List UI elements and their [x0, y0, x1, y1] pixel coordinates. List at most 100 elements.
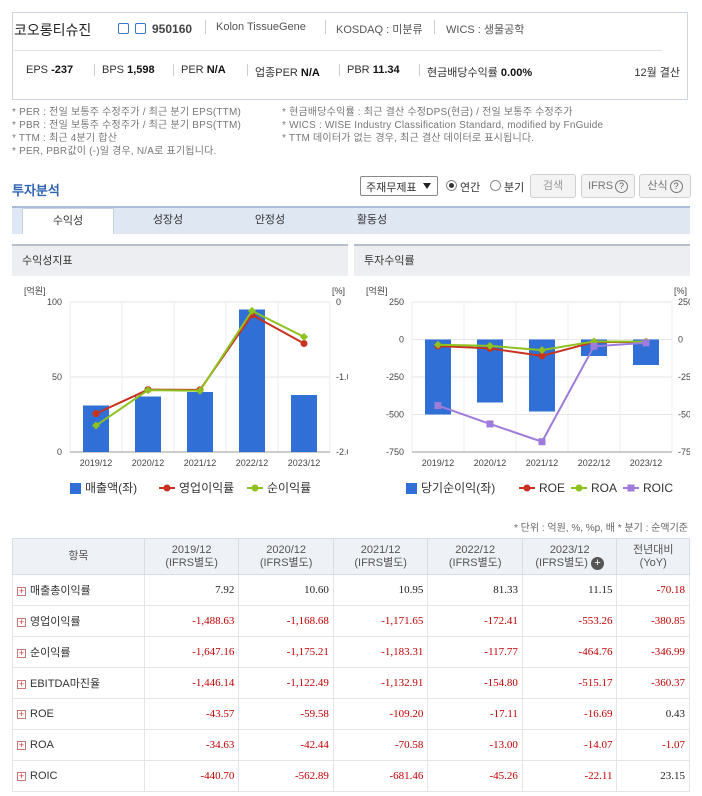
table-cell: -45.26 — [427, 760, 523, 792]
legend-marker — [523, 484, 531, 492]
header-line: (YoY) — [639, 556, 667, 569]
divider — [434, 20, 435, 34]
table-cell: -553.26 — [521, 605, 618, 637]
table-cell: 11.15 — [521, 574, 618, 606]
bar — [187, 392, 213, 452]
metric-value: 11.34 — [372, 64, 400, 76]
x-tick-label: 2021/12 — [184, 458, 217, 468]
table-cell: -13.00 — [427, 729, 523, 761]
panel-title-return: 투자수익률 — [354, 244, 690, 276]
table-cell: -34.63 — [143, 729, 240, 761]
expand-icon[interactable]: + — [17, 647, 26, 658]
table-row: + 순이익률 -1,647.16 -1,175.21 -1,183.31 -117.77-… — [12, 636, 690, 668]
table-row: + 영업이익률 -1,488.63 -1,168.68 -1,171.65 -172.41… — [12, 605, 690, 637]
annual-radio-label[interactable]: 연간 — [460, 182, 481, 194]
annual-radio[interactable] — [446, 180, 457, 191]
tab-growth[interactable]: 성장성 — [152, 214, 184, 226]
x-tick-label: 2023/12 — [288, 458, 321, 468]
metric-label: PER — [181, 64, 204, 76]
wics-label: WICS : 생물공학 — [446, 24, 525, 36]
table-cell: -515.17 — [521, 667, 618, 699]
metric-value: 0.00% — [500, 67, 533, 79]
row-label: ROE — [30, 708, 54, 720]
help-icon: ? — [669, 180, 683, 193]
section-title: 투자분석 — [12, 183, 60, 198]
x-tick-label: 2020/12 — [132, 458, 165, 468]
ir-icon[interactable] — [135, 23, 146, 34]
table-unit-note: * 단위 : 억원, %, %p, 배 * 분기 : 순액기준 — [513, 523, 688, 534]
header-line: (IFRS별도) — [259, 556, 313, 569]
formula-help-button[interactable]: 산식? — [639, 174, 691, 198]
expand-icon[interactable]: + — [17, 616, 26, 627]
right-tick-label: -250 — [678, 372, 690, 382]
expand-icon[interactable]: + — [17, 678, 26, 689]
table-cell: -1,488.63 — [143, 605, 240, 637]
row-label: 매출총이익률 — [30, 585, 91, 597]
metric-divider — [173, 64, 174, 76]
metric-value: N/A — [300, 67, 320, 79]
expand-icon[interactable]: + — [17, 708, 26, 719]
metric-label: 업종PER — [255, 67, 298, 79]
table-cell: -1,446.14 — [143, 667, 240, 699]
legend-swatch — [70, 483, 81, 494]
table-cell: -1,175.21 — [238, 636, 334, 668]
left-tick-label: 0 — [399, 335, 404, 345]
legend-label: ROE — [539, 481, 565, 495]
x-tick-label: 2022/12 — [578, 458, 611, 468]
quarter-radio[interactable] — [490, 180, 501, 191]
tab-profitability[interactable]: 수익성 — [22, 208, 114, 234]
data-point — [538, 438, 546, 446]
table-cell: -681.46 — [332, 760, 429, 792]
ifrs-label: IFRS — [587, 180, 614, 192]
table-cell: -380.85 — [616, 605, 690, 637]
legend-swatch — [406, 483, 417, 494]
metric-label: 현금배당수익률 — [427, 67, 498, 79]
table-cell: -70.18 — [616, 574, 690, 606]
right-tick-label: -2.0 — [336, 447, 348, 457]
table-cell: -154.80 — [427, 667, 523, 699]
statement-type-select[interactable]: 주재무제표 — [360, 176, 438, 196]
ratio-table: 항목 2019/12 (IFRS별도) 2020/12 (IFRS별도) 2021/12(… — [12, 538, 690, 792]
data-point — [590, 342, 598, 350]
data-point — [196, 386, 204, 395]
table-cell: -464.76 — [521, 636, 618, 668]
metric-0: EPS -237 — [26, 64, 73, 76]
table-cell: 81.33 — [427, 574, 523, 606]
ifrs-help-button[interactable]: IFRS? — [581, 174, 635, 198]
divider — [325, 20, 326, 34]
company-english-name: Kolon TissueGene — [216, 21, 306, 33]
metric-value: N/A — [206, 64, 226, 76]
legend-marker — [627, 484, 635, 492]
legend-marker — [251, 484, 259, 492]
search-button[interactable]: 검색 — [530, 174, 576, 198]
tab-activity[interactable]: 활동성 — [356, 214, 388, 226]
expand-icon[interactable]: + — [17, 739, 26, 750]
company-summary-box — [12, 12, 688, 100]
header-line: (IFRS별도) — [354, 556, 407, 569]
market-label: KOSDAQ : 미분류 — [336, 24, 423, 36]
x-tick-label: 2022/12 — [236, 458, 269, 468]
quarter-radio-label[interactable]: 분기 — [504, 182, 525, 194]
header-line: (IFRS별도) — [535, 556, 588, 569]
notes-right: * 현금배당수익률 : 최근 결산 수정DPS(현금) / 전일 보통주 수정주… — [282, 106, 603, 145]
company-name: 코오롱티슈진 — [14, 22, 92, 38]
expand-icon[interactable]: + — [17, 585, 26, 596]
header-line: 2022/12 — [455, 543, 496, 556]
table-header-2: 2020/12 (IFRS별도) — [238, 538, 334, 575]
metric-3: 업종PER N/A — [255, 64, 320, 80]
home-icon[interactable] — [118, 23, 129, 34]
tab-stability[interactable]: 안정성 — [254, 214, 286, 226]
legend-label: 당기순이익(좌) — [421, 481, 495, 495]
right-tick-label: 250 — [678, 297, 690, 307]
left-tick-label: 250 — [389, 297, 404, 307]
table-cell: -360.37 — [616, 667, 690, 699]
metric-divider — [247, 64, 248, 76]
note-line: * PER : 전일 보통주 수정주가 / 최근 분기 EPS(TTM) — [12, 107, 242, 118]
bar — [425, 339, 451, 415]
legend-label: ROIC — [643, 481, 673, 495]
add-column-icon[interactable]: + — [591, 556, 605, 570]
table-row: + 매출총이익률 7.92 10.60 10.95 81.33 11.15 -70.18 — [12, 574, 690, 606]
table-cell: -42.44 — [238, 729, 334, 761]
metric-value: -237 — [51, 64, 74, 76]
expand-icon[interactable]: + — [17, 770, 26, 781]
